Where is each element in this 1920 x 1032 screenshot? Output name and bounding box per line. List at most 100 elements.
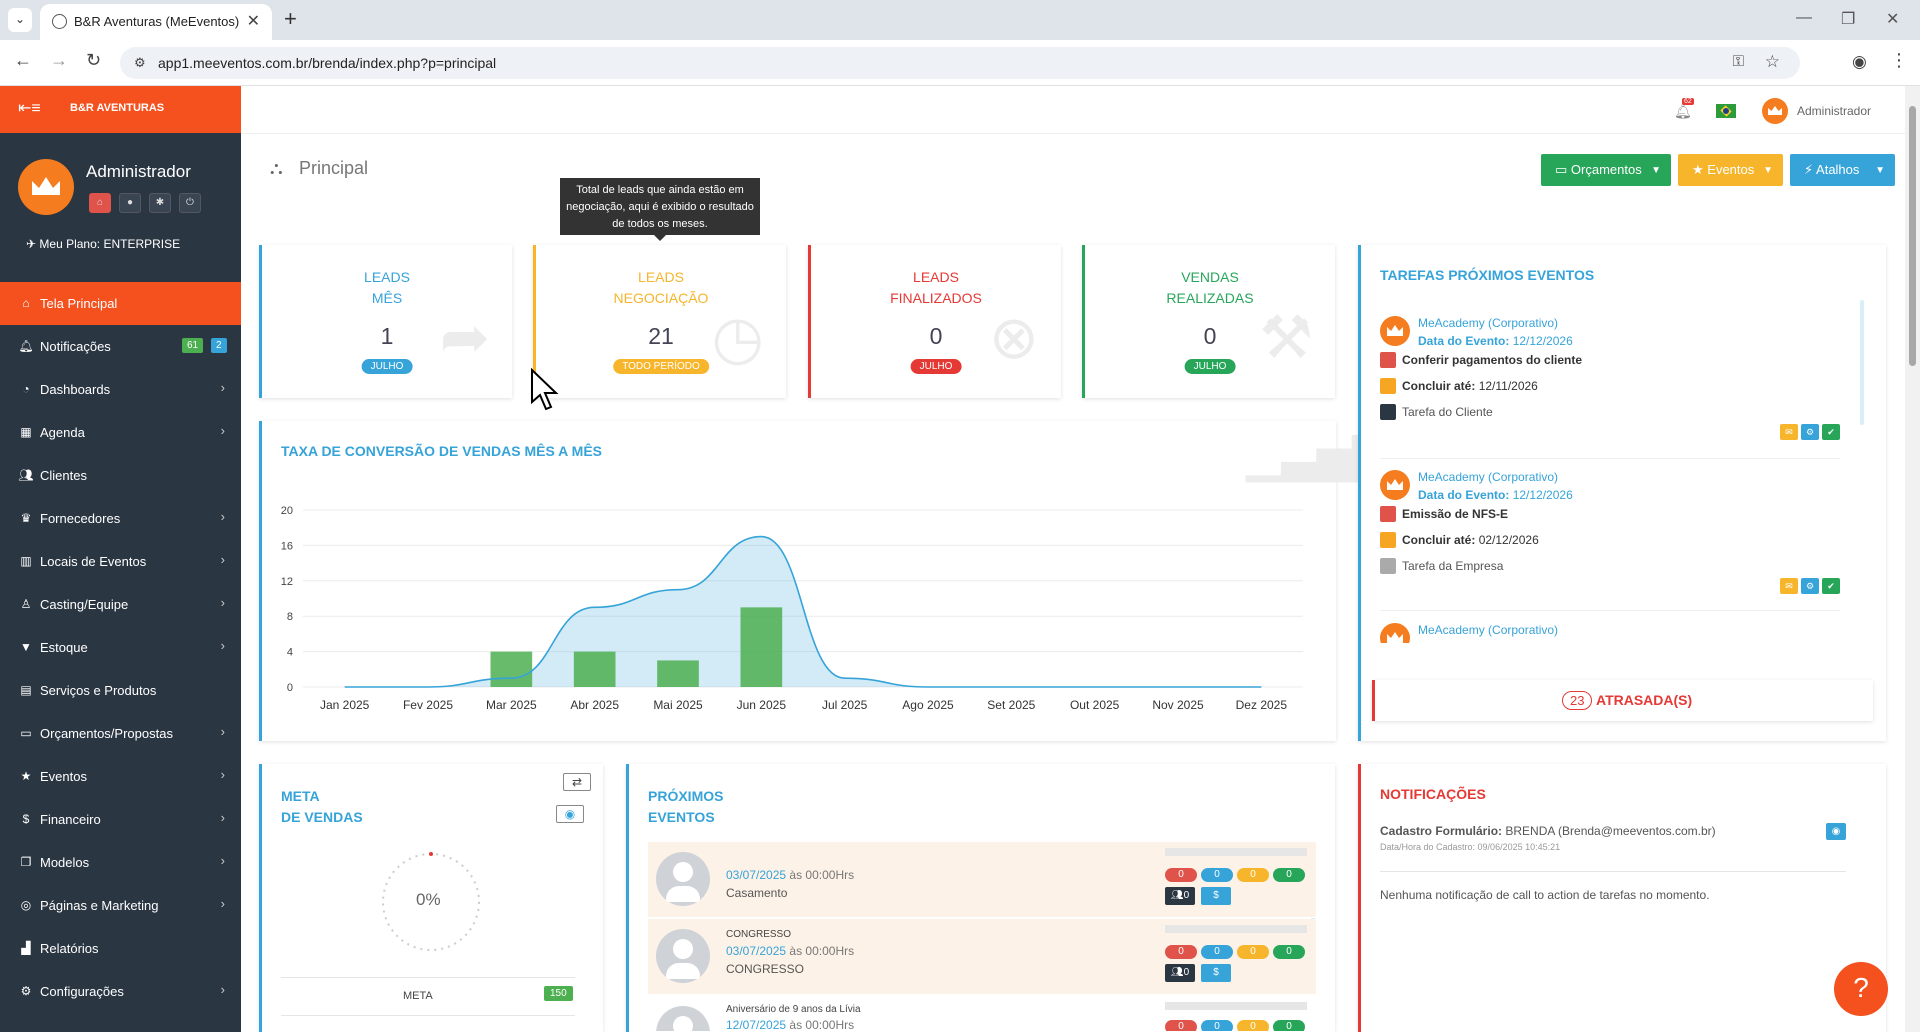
tab-search-button[interactable]: ⌄ <box>8 8 32 32</box>
stat-period-badge: TODO PERÍODO <box>613 359 709 374</box>
notification-value: BRENDA (Brenda@meeventos.com.br) <box>1505 824 1716 838</box>
password-key-icon[interactable]: ⚿ <box>1732 53 1744 70</box>
check-icon[interactable]: ✔ <box>1822 578 1840 594</box>
stat-card-leads-negociacao[interactable]: LEADS NEGOCIAÇÃO ◷ 21 TODO PERÍODO <box>533 245 786 398</box>
new-tab-button[interactable]: + <box>284 6 297 31</box>
swap-icon[interactable]: ⇄ <box>563 773 591 791</box>
sidebar-item-locais[interactable]: ▥ Locais de Eventos › <box>0 540 241 583</box>
sidebar-item-label: Relatórios <box>40 941 99 956</box>
sidebar-item-label: Fornecedores <box>40 511 121 526</box>
sidebar-item-eventos[interactable]: ★ Eventos › <box>0 755 241 798</box>
forward-icon[interactable]: → <box>50 50 68 70</box>
sidebar-item-financeiro[interactable]: $ Financeiro › <box>0 798 241 841</box>
email-icon[interactable]: ✉ <box>1780 424 1798 440</box>
email-icon[interactable]: ✉ <box>1780 578 1798 594</box>
exclamation-icon <box>1380 532 1396 548</box>
help-button[interactable]: ? <box>1834 962 1888 1016</box>
x-tick-label: Set 2025 <box>987 698 1035 712</box>
event-row[interactable]: Aniversário de 9 anos da Lívia 12/07/202… <box>648 996 1316 1032</box>
target-icon[interactable]: ◉ <box>556 805 584 823</box>
back-icon[interactable]: ← <box>14 50 32 70</box>
rocket-icon: ✈ <box>26 237 37 251</box>
eventos-button[interactable]: ★ Eventos ▼ <box>1678 154 1783 186</box>
sidebar-item-servicos[interactable]: ▤ Serviços e Produtos <box>0 669 241 712</box>
chevron-right-icon: › <box>220 724 225 739</box>
close-window-icon[interactable]: ✕ <box>1886 11 1900 28</box>
trophy-icon: ♛ <box>20 511 32 525</box>
event-row[interactable]: 03/07/2025 às 00:00Hrs Casamento 0 0 0 0… <box>648 842 1316 918</box>
sidebar-item-label: Agenda <box>40 425 85 440</box>
event-row[interactable]: CONGRESSO 03/07/2025 às 00:00Hrs CONGRES… <box>648 919 1316 995</box>
stat-card-leads-finalizados[interactable]: LEADS FINALIZADOS ⊗ 0 JULHO <box>808 245 1061 398</box>
task-company[interactable]: MeAcademy (Corporativo) <box>1418 470 1559 484</box>
stat-card-vendas-realizadas[interactable]: VENDAS REALIZADAS ⚒ 0 JULHO <box>1082 245 1335 398</box>
task-company[interactable]: MeAcademy (Corporativo) <box>1418 623 1559 637</box>
sidebar-item-orcamentos[interactable]: ▭ Orçamentos/Propostas › <box>0 712 241 755</box>
y-tick-label: 20 <box>281 505 293 517</box>
stat-card-leads-mes[interactable]: LEADS MÊS ➦ 1 JULHO <box>259 245 512 398</box>
site-info-icon[interactable]: ⚙ <box>134 55 146 70</box>
sidebar-item-modelos[interactable]: ❐ Modelos › <box>0 841 241 884</box>
profile-icon[interactable]: ◉ <box>1852 52 1867 71</box>
plan-label: ✈ Meu Plano: ENTERPRISE <box>26 237 180 251</box>
browser-tab[interactable]: B&R Aventuras (MeEventos) ✕ <box>40 4 272 40</box>
reload-icon[interactable]: ↻ <box>86 50 102 70</box>
brazil-flag-icon[interactable] <box>1716 104 1736 118</box>
avatar <box>1380 316 1410 346</box>
bell-icon: 🔔︎ <box>18 339 34 353</box>
eye-icon[interactable]: ◉ <box>1826 823 1846 840</box>
avatar[interactable] <box>1762 98 1788 124</box>
home-mini-button[interactable]: ⌂ <box>89 193 111 213</box>
clock-icon: ◷ <box>711 304 764 371</box>
settings-icon[interactable]: ⚙ <box>1801 578 1819 594</box>
meta-title: DE VENDAS <box>281 809 363 825</box>
button-label: Eventos <box>1707 162 1755 177</box>
header-user-name[interactable]: Administrador <box>1797 104 1872 118</box>
finance-button[interactable]: $ <box>1201 964 1231 982</box>
sidebar-item-notificacoes[interactable]: 🔔︎ Notificações 61 2 <box>0 325 241 368</box>
sidebar-item-dashboards[interactable]: ◔ Dashboards › <box>0 368 241 411</box>
sidebar-item-relatorios[interactable]: ▟ Relatórios <box>0 927 241 970</box>
bookmark-star-icon[interactable]: ☆ <box>1764 52 1780 71</box>
minimize-icon[interactable]: — <box>1796 9 1812 26</box>
profile-mini-button[interactable]: ● <box>119 193 141 213</box>
restore-icon[interactable]: ❐ <box>1841 11 1856 28</box>
task-company[interactable]: MeAcademy (Corporativo) <box>1418 316 1559 330</box>
sidebar-item-configuracoes[interactable]: ⚙ Configurações › <box>0 970 241 1013</box>
people-count-button[interactable]: 👥︎0 <box>1165 887 1195 905</box>
notification-bell-icon[interactable]: 🔔︎ <box>1674 103 1692 119</box>
x-tick-label: Ago 2025 <box>902 698 954 712</box>
url-field[interactable]: ⚙ app1.meeventos.com.br/brenda/index.php… <box>120 47 1800 79</box>
overdue-tasks-button[interactable]: 23 ATRASADA(S) <box>1372 680 1873 721</box>
settings-icon[interactable]: ⚙ <box>1801 424 1819 440</box>
avatar[interactable] <box>18 159 74 215</box>
sidebar-item-label: Páginas e Marketing <box>40 898 159 913</box>
sidebar-item-casting[interactable]: ♙ Casting/Equipe › <box>0 583 241 626</box>
page-scrollbar[interactable] <box>1905 86 1920 1032</box>
sidebar-item-agenda[interactable]: ▦ Agenda › <box>0 411 241 454</box>
orcamentos-button[interactable]: ▭ Orçamentos ▼ <box>1541 154 1671 186</box>
events-title: PRÓXIMOS <box>648 788 724 804</box>
event-date: 03/07/2025 <box>726 868 787 882</box>
collapse-menu-icon[interactable]: ⇤≡ <box>18 100 41 117</box>
sidebar-item-tela-principal[interactable]: ⌂ Tela Principal <box>0 282 241 325</box>
event-date: 12/07/2025 <box>726 1018 787 1032</box>
logout-mini-button[interactable]: ⏻ <box>179 193 201 213</box>
event-count-pill: 0 <box>1201 1020 1233 1031</box>
finance-button[interactable]: $ <box>1201 887 1231 905</box>
sidebar-item-paginas[interactable]: ◎ Páginas e Marketing › <box>0 884 241 927</box>
check-icon[interactable]: ✔ <box>1822 424 1840 440</box>
settings-mini-button[interactable]: ✱ <box>149 193 171 213</box>
atalhos-button[interactable]: ⚡︎ Atalhos ▼ <box>1790 154 1895 186</box>
x-tick-label: Jun 2025 <box>737 698 787 712</box>
x-tick-label: Fev 2025 <box>403 698 453 712</box>
close-tab-icon[interactable]: ✕ <box>246 13 260 30</box>
tooltip-text: Total de leads que ainda estão em negoci… <box>566 184 754 230</box>
sidebar-item-estoque[interactable]: ▼ Estoque › <box>0 626 241 669</box>
sidebar-item-clientes[interactable]: 👥︎ Clientes <box>0 454 241 497</box>
sidebar-item-fornecedores[interactable]: ♛ Fornecedores › <box>0 497 241 540</box>
people-count-button[interactable]: 👥︎0 <box>1165 964 1195 982</box>
browser-menu-icon[interactable]: ⋮ <box>1890 50 1908 70</box>
chevron-right-icon: › <box>220 767 225 782</box>
tasks-scrollbar[interactable] <box>1860 300 1864 425</box>
